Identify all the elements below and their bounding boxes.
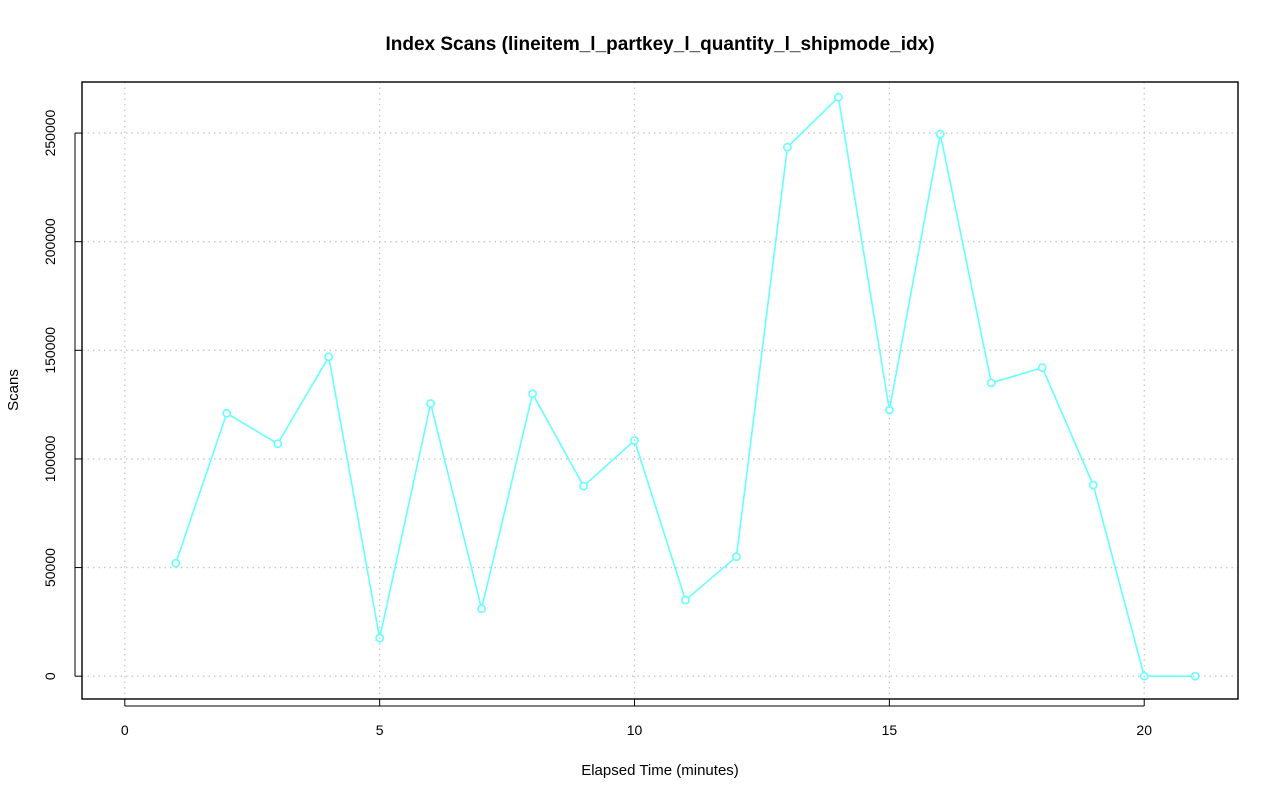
series-line-segment — [1043, 371, 1093, 482]
series-line-segment — [1093, 488, 1144, 673]
data-point — [1037, 363, 1047, 373]
chart-title: Index Scans (lineitem_l_partkey_l_quanti… — [385, 34, 934, 55]
data-point — [426, 399, 436, 408]
series-line-segment — [379, 407, 431, 635]
series-line-segment — [176, 417, 227, 560]
y-tick-label: 250000 — [42, 109, 58, 156]
y-axis-label: Scans — [5, 369, 22, 411]
data-point — [171, 558, 181, 568]
series-layer — [171, 92, 1200, 681]
data-point — [935, 129, 945, 139]
series-line-segment — [889, 138, 941, 407]
y-tick-label: 200000 — [42, 218, 58, 265]
series-line-segment — [229, 414, 275, 443]
series-line-segment — [430, 407, 482, 605]
data-point — [884, 405, 894, 415]
series-line-segment — [995, 368, 1039, 383]
y-tick-label: 50000 — [42, 548, 58, 587]
y-tick-label: 150000 — [42, 327, 58, 374]
data-point — [528, 389, 537, 399]
x-tick-label: 5 — [376, 722, 384, 738]
data-point — [579, 481, 588, 491]
x-axis-label: Elapsed Time (minutes) — [581, 762, 739, 779]
data-point — [1139, 671, 1149, 681]
y-tick-label: 100000 — [42, 435, 58, 482]
data-point — [222, 408, 232, 418]
series-line-segment — [533, 397, 583, 483]
series-line-segment — [279, 360, 328, 441]
series-line-segment — [635, 444, 685, 597]
series-line-segment — [688, 558, 734, 599]
plot-frame — [81, 81, 1239, 700]
data-point — [681, 595, 690, 605]
data-point — [783, 142, 792, 152]
series-line-segment — [586, 442, 632, 484]
series-line-segment — [481, 397, 533, 605]
series-line-segment — [789, 99, 836, 145]
data-point — [986, 378, 996, 388]
series-line-segment — [838, 101, 890, 407]
data-point — [630, 436, 639, 445]
x-tick-label: 15 — [882, 722, 898, 738]
data-point — [833, 92, 843, 102]
series-line-segment — [736, 151, 788, 553]
x-tick-label: 10 — [627, 722, 643, 738]
data-point — [732, 552, 741, 562]
series-line-segment — [328, 360, 380, 635]
data-point — [477, 604, 487, 614]
data-point — [273, 439, 283, 449]
data-point — [1088, 480, 1098, 490]
data-point — [1190, 671, 1200, 681]
data-point — [324, 352, 334, 362]
data-point — [375, 633, 385, 643]
x-tick-label: 0 — [121, 722, 129, 738]
y-tick-label: 0 — [42, 672, 58, 680]
grid-layer — [82, 82, 1238, 699]
x-tick-label: 20 — [1136, 722, 1152, 738]
series-line-segment — [940, 138, 992, 379]
axis-layer: 0 5 10 15 20 0 50000 100000 150000 200000 250000 — [42, 109, 1152, 738]
